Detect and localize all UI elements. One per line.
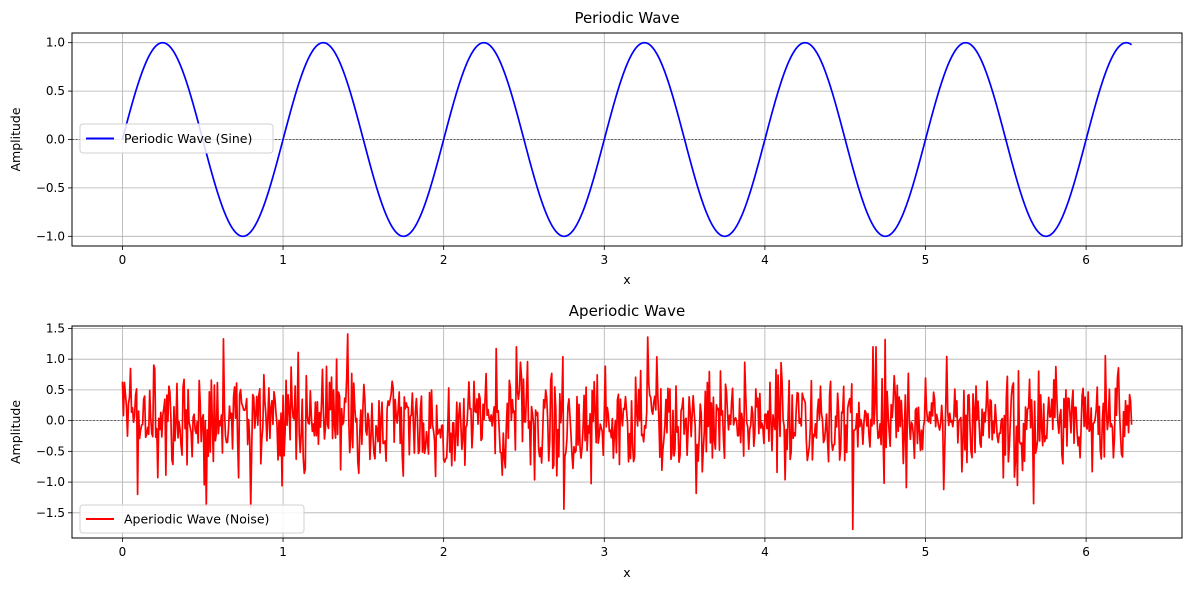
x-tick-label: 0 <box>119 253 127 267</box>
chart-title: Aperiodic Wave <box>569 302 685 320</box>
x-tick-label: 6 <box>1082 545 1090 559</box>
y-tick-label: −1.0 <box>36 229 65 243</box>
legend-label: Aperiodic Wave (Noise) <box>124 512 269 527</box>
legend: Periodic Wave (Sine) <box>79 123 274 154</box>
chart-title: Periodic Wave <box>574 9 679 27</box>
y-tick-label: 0.5 <box>46 383 65 397</box>
y-tick-label: 0.5 <box>46 84 65 98</box>
series-lines <box>121 333 1133 531</box>
x-tick-label: 1 <box>279 545 287 559</box>
y-ticks: −1.5 −1.0 −0.5 0.0 0.5 1.0 1.5 <box>36 321 72 520</box>
y-axis-label: Amplitude <box>8 107 23 171</box>
x-tick-label: 4 <box>761 545 769 559</box>
x-ticks: 0 1 2 3 4 5 6 <box>119 538 1090 559</box>
x-tick-label: 2 <box>440 545 448 559</box>
y-tick-label: 1.5 <box>46 321 65 335</box>
series-lines <box>121 41 1133 238</box>
x-tick-label: 3 <box>600 545 608 559</box>
series-line <box>121 333 1133 531</box>
legend-label: Periodic Wave (Sine) <box>124 131 252 146</box>
x-ticks: 0 1 2 3 4 5 6 <box>119 246 1090 267</box>
y-tick-label: −0.5 <box>36 181 65 195</box>
x-tick-label: 1 <box>279 253 287 267</box>
x-tick-label: 4 <box>761 253 769 267</box>
y-tick-label: 0.0 <box>46 133 65 147</box>
y-axis-label: Amplitude <box>8 400 23 464</box>
y-tick-label: 1.0 <box>46 36 65 50</box>
legend-box <box>79 504 305 534</box>
x-tick-label: 2 <box>440 253 448 267</box>
y-tick-label: 0.0 <box>46 414 65 428</box>
aperiodic-wave-chart: Aperiodic Wave 0 1 2 3 4 5 6 −1.5 −1.0 −0.5 0.0 0.… <box>8 302 1183 580</box>
y-tick-label: −0.5 <box>36 444 65 458</box>
legend-box <box>79 123 274 154</box>
y-ticks: −1.0 −0.5 0.0 0.5 1.0 <box>36 36 72 243</box>
y-tick-label: −1.0 <box>36 475 65 489</box>
series-line <box>121 41 1133 238</box>
plot-frame <box>71 325 1183 539</box>
x-tick-label: 5 <box>922 545 930 559</box>
x-tick-label: 6 <box>1082 253 1090 267</box>
x-tick-label: 0 <box>119 545 127 559</box>
y-tick-label: −1.5 <box>36 506 65 520</box>
x-axis-label: x <box>623 272 630 287</box>
x-tick-label: 3 <box>600 253 608 267</box>
x-tick-label: 5 <box>922 253 930 267</box>
x-axis-label: x <box>623 565 630 580</box>
y-tick-label: 1.0 <box>46 352 65 366</box>
legend: Aperiodic Wave (Noise) <box>79 504 305 534</box>
